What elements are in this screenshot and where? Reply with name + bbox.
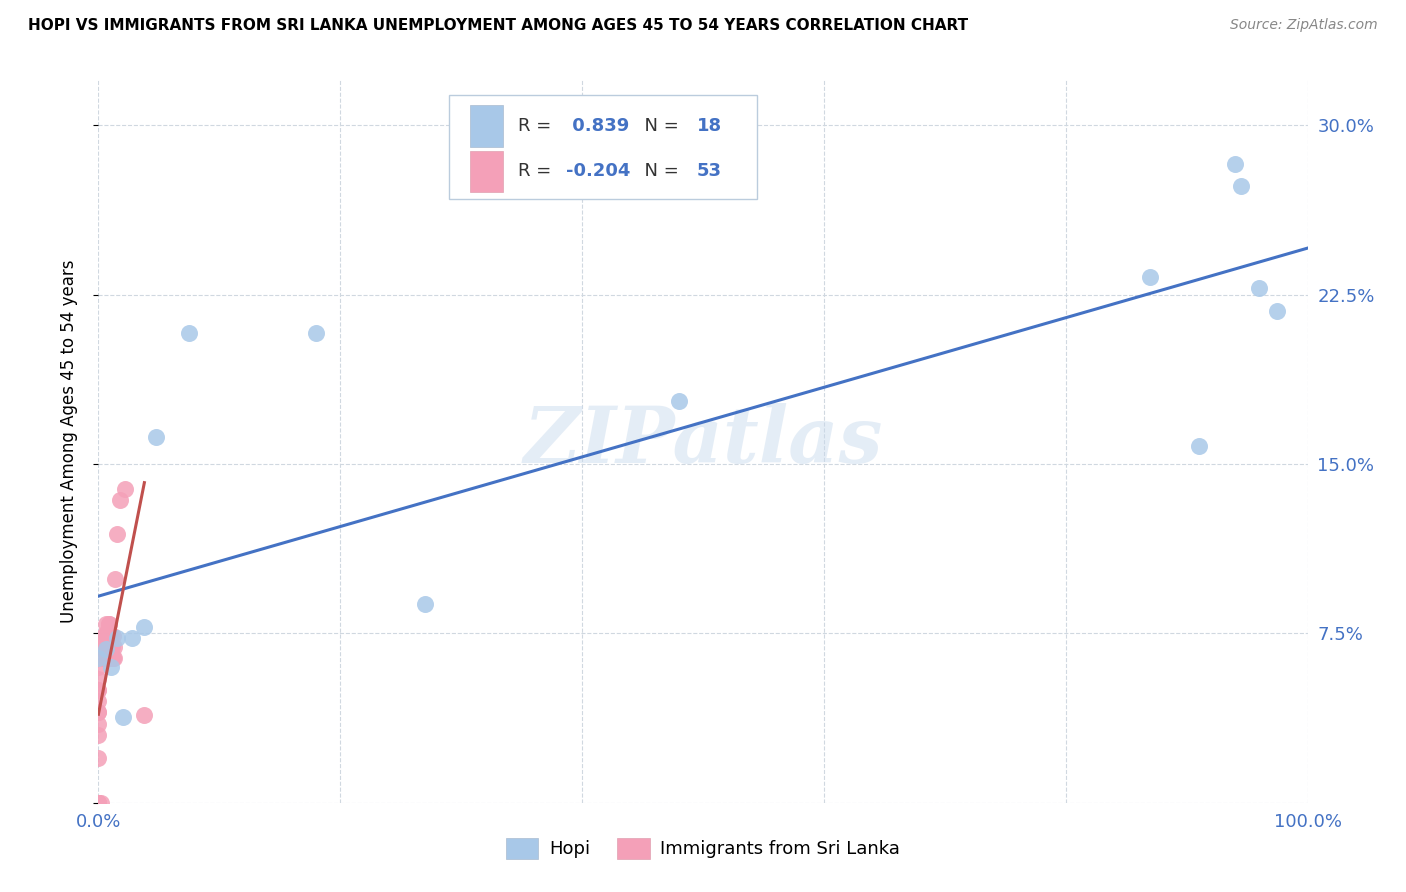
Text: HOPI VS IMMIGRANTS FROM SRI LANKA UNEMPLOYMENT AMONG AGES 45 TO 54 YEARS CORRELA: HOPI VS IMMIGRANTS FROM SRI LANKA UNEMPL… [28,18,969,33]
Point [101,629,124,643]
Point [87,672,110,686]
Point [134,620,156,634]
Point [94,626,117,640]
Point [105,631,128,645]
Point [1249,281,1271,295]
Point [1223,157,1246,171]
Point [87,796,110,810]
Point [91,651,114,665]
Point [90,796,112,810]
Point [87,796,110,810]
Point [1267,303,1289,318]
Point [413,597,436,611]
Point [98,617,121,632]
Point [87,694,110,708]
Point [100,629,122,643]
Text: -0.204: -0.204 [567,162,631,180]
Point [100,651,122,665]
Point [87,682,110,697]
Point [104,572,127,586]
Point [305,326,328,340]
Point [97,651,120,665]
Point [87,796,110,810]
Point [668,393,690,408]
Point [114,482,136,496]
Point [101,651,124,665]
Text: 53: 53 [697,162,721,180]
Point [179,326,201,340]
Point [87,706,110,720]
Point [100,640,122,654]
Point [87,796,110,810]
Point [93,638,115,652]
Point [93,629,115,643]
Point [97,651,120,665]
Point [96,640,118,654]
Legend: Hopi, Immigrants from Sri Lanka: Hopi, Immigrants from Sri Lanka [498,830,908,866]
Point [91,642,114,657]
Point [94,642,117,657]
Point [96,640,118,654]
Point [87,660,110,674]
Point [94,629,117,643]
Point [105,527,128,541]
Point [91,638,114,652]
Point [87,706,110,720]
FancyBboxPatch shape [470,151,503,193]
Point [1230,179,1253,194]
Point [87,682,110,697]
Point [98,629,121,643]
Text: R =: R = [517,162,557,180]
Point [103,651,125,665]
Point [94,617,117,632]
Point [98,617,121,632]
Point [87,750,110,764]
Point [87,651,110,665]
Text: N =: N = [633,117,685,135]
Text: Source: ZipAtlas.com: Source: ZipAtlas.com [1230,18,1378,32]
Point [121,631,143,645]
Text: R =: R = [517,117,557,135]
Y-axis label: Unemployment Among Ages 45 to 54 years: Unemployment Among Ages 45 to 54 years [59,260,77,624]
Point [87,716,110,731]
Point [1139,269,1161,284]
Point [111,710,134,724]
Point [103,640,125,654]
Point [145,430,167,444]
Point [87,796,110,810]
Text: N =: N = [633,162,685,180]
Point [97,640,120,654]
FancyBboxPatch shape [449,95,758,200]
Point [1188,439,1211,453]
Point [96,651,118,665]
Point [87,728,110,742]
Point [100,651,122,665]
Point [98,640,121,654]
Point [98,629,121,643]
Point [134,707,156,722]
Point [87,796,110,810]
Point [108,493,131,508]
Point [87,796,110,810]
Point [96,651,118,665]
Point [100,640,122,654]
Text: 18: 18 [697,117,723,135]
Text: 0.839: 0.839 [567,117,630,135]
Text: ZIPatlas: ZIPatlas [523,403,883,480]
FancyBboxPatch shape [470,104,503,146]
Point [100,660,122,674]
Point [100,651,122,665]
